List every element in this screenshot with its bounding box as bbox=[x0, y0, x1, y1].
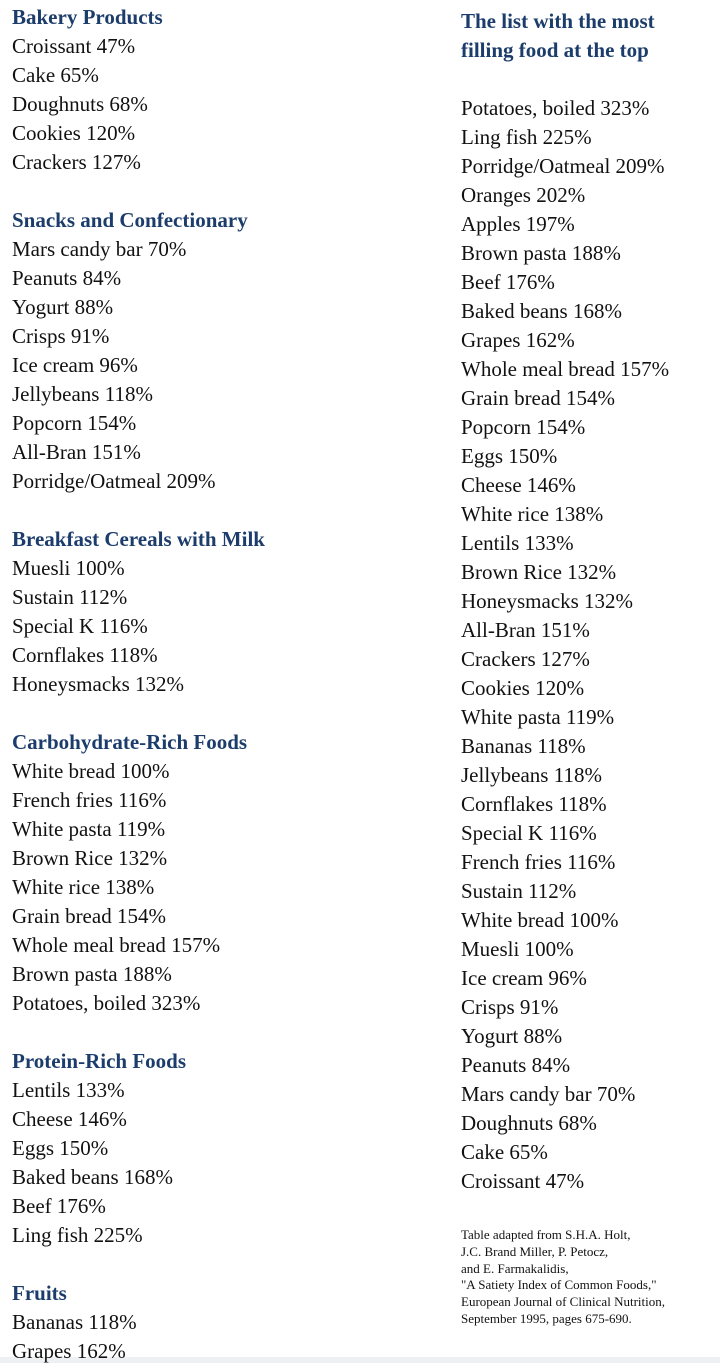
ranked-item: White bread 100% bbox=[461, 908, 619, 932]
food-item: Peanuts 84% bbox=[12, 266, 122, 290]
food-item: Cheese 146% bbox=[12, 1107, 127, 1131]
ranked-item: White rice 138% bbox=[461, 502, 604, 526]
food-item: Croissant 47% bbox=[12, 34, 136, 58]
ranked-item: Cornflakes 118% bbox=[461, 792, 607, 816]
food-item: Crisps 91% bbox=[12, 324, 110, 348]
ranked-item: Crackers 127% bbox=[461, 647, 590, 671]
ranked-item: Ling fish 225% bbox=[461, 125, 592, 149]
food-item: White rice 138% bbox=[12, 875, 155, 899]
food-item: Cake 65% bbox=[12, 63, 99, 87]
ranked-item: French fries 116% bbox=[461, 850, 616, 874]
section-heading: Carbohydrate-Rich Foods bbox=[12, 730, 248, 754]
ranked-item: Croissant 47% bbox=[461, 1169, 585, 1193]
food-item: White bread 100% bbox=[12, 759, 170, 783]
food-item: Special K 116% bbox=[12, 614, 148, 638]
ranked-item: Potatoes, boiled 323% bbox=[461, 96, 650, 120]
food-item: Porridge/Oatmeal 209% bbox=[12, 469, 216, 493]
bottom-strip bbox=[0, 1357, 720, 1363]
ranked-item: Yogurt 88% bbox=[461, 1024, 563, 1048]
food-item: Ling fish 225% bbox=[12, 1223, 143, 1247]
ranked-item: Grain bread 154% bbox=[461, 386, 615, 410]
section-heading: Protein-Rich Foods bbox=[12, 1049, 187, 1073]
ranked-item: Brown Rice 132% bbox=[461, 560, 617, 584]
food-item: Cornflakes 118% bbox=[12, 643, 158, 667]
source-note: Table adapted from S.H.A. Holt, bbox=[461, 1227, 631, 1242]
ranked-item: Grapes 162% bbox=[461, 328, 575, 352]
food-item: Muesli 100% bbox=[12, 556, 125, 580]
food-item: French fries 116% bbox=[12, 788, 167, 812]
food-item: Beef 176% bbox=[12, 1194, 106, 1218]
ranked-item: Lentils 133% bbox=[461, 531, 574, 555]
food-item: Brown Rice 132% bbox=[12, 846, 168, 870]
food-item: Mars candy bar 70% bbox=[12, 237, 187, 261]
ranked-item: Peanuts 84% bbox=[461, 1053, 571, 1077]
source-note: and E. Farmakalidis, bbox=[461, 1260, 569, 1276]
source-note: September 1995, pages 675-690. bbox=[461, 1311, 632, 1326]
ranked-item: Baked beans 168% bbox=[461, 299, 622, 323]
ranked-item: Beef 176% bbox=[461, 270, 555, 294]
food-item: Whole meal bread 157% bbox=[12, 933, 221, 957]
food-item: Grain bread 154% bbox=[12, 904, 166, 928]
food-item: Grapes 162% bbox=[12, 1339, 126, 1363]
food-item: Popcorn 154% bbox=[12, 411, 137, 435]
ranked-item: Ice cream 96% bbox=[461, 966, 587, 990]
source-note: European Journal of Clinical Nutrition, bbox=[461, 1294, 665, 1310]
ranked-item: Bananas 118% bbox=[461, 734, 586, 758]
ranked-item: Muesli 100% bbox=[461, 937, 574, 961]
ranked-item: Cookies 120% bbox=[461, 676, 585, 700]
ranked-item: Eggs 150% bbox=[461, 444, 558, 468]
section-heading: Breakfast Cereals with Milk bbox=[12, 527, 265, 551]
ranked-item: All-Bran 151% bbox=[461, 618, 590, 642]
food-item: Cookies 120% bbox=[12, 121, 136, 145]
ranked-item: White pasta 119% bbox=[461, 705, 615, 729]
list-heading: filling food at the top bbox=[461, 38, 649, 62]
food-item: White pasta 119% bbox=[12, 817, 166, 841]
ranked-item: Cheese 146% bbox=[461, 473, 576, 497]
food-item: Honeysmacks 132% bbox=[12, 672, 185, 696]
section-heading: Snacks and Confectionary bbox=[12, 208, 248, 232]
ranked-item: Sustain 112% bbox=[461, 879, 577, 903]
ranked-item: Apples 197% bbox=[461, 212, 575, 236]
food-item: Potatoes, boiled 323% bbox=[12, 991, 201, 1015]
source-note: J.C. Brand Miller, P. Petocz, bbox=[461, 1243, 609, 1259]
food-item: Ice cream 96% bbox=[12, 353, 138, 377]
ranked-item: Popcorn 154% bbox=[461, 415, 586, 439]
ranked-item: Cake 65% bbox=[461, 1140, 548, 1164]
food-item: Brown pasta 188% bbox=[12, 962, 172, 986]
ranked-item: Mars candy bar 70% bbox=[461, 1082, 636, 1106]
ranked-item: Special K 116% bbox=[461, 821, 597, 845]
food-item: Sustain 112% bbox=[12, 585, 128, 609]
ranked-item: Doughnuts 68% bbox=[461, 1111, 597, 1135]
food-item: Baked beans 168% bbox=[12, 1165, 173, 1189]
food-item: Doughnuts 68% bbox=[12, 92, 148, 116]
ranked-item: Crisps 91% bbox=[461, 995, 559, 1019]
ranked-item: Porridge/Oatmeal 209% bbox=[461, 154, 665, 178]
list-heading: The list with the most bbox=[461, 9, 655, 33]
food-item: Jellybeans 118% bbox=[12, 382, 153, 406]
ranked-item: Brown pasta 188% bbox=[461, 241, 621, 265]
ranked-item: Whole meal bread 157% bbox=[461, 357, 670, 381]
ranked-item: Jellybeans 118% bbox=[461, 763, 602, 787]
source-note: "A Satiety Index of Common Foods," bbox=[461, 1277, 657, 1293]
food-item: Yogurt 88% bbox=[12, 295, 114, 319]
food-item: Bananas 118% bbox=[12, 1310, 137, 1334]
section-heading: Fruits bbox=[12, 1281, 67, 1305]
ranked-item: Oranges 202% bbox=[461, 183, 586, 207]
food-item: Crackers 127% bbox=[12, 150, 141, 174]
food-item: Lentils 133% bbox=[12, 1078, 125, 1102]
food-item: Eggs 150% bbox=[12, 1136, 109, 1160]
ranked-item: Honeysmacks 132% bbox=[461, 589, 634, 613]
food-item: All-Bran 151% bbox=[12, 440, 141, 464]
section-heading: Bakery Products bbox=[12, 5, 163, 29]
